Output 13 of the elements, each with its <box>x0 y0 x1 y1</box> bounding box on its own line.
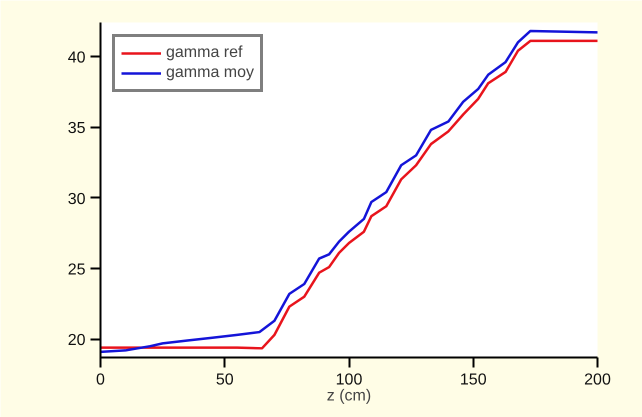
y-tick-label: 25 <box>68 261 86 278</box>
x-tick-label: 200 <box>584 372 611 388</box>
x-tick-label: 0 <box>96 372 106 388</box>
y-tick-label: 30 <box>68 190 86 208</box>
y-tick-label: 35 <box>68 120 86 138</box>
x-tick-label: 150 <box>460 372 487 388</box>
x-axis-title: z (cm) <box>326 388 372 404</box>
x-tick-label: 100 <box>336 372 362 388</box>
x-tick-label: 50 <box>216 372 234 388</box>
legend-label: gamma moy <box>166 64 254 82</box>
legend-label: gamma ref <box>166 44 242 62</box>
y-tick-label: 40 <box>68 49 86 66</box>
y-tick-label: 20 <box>68 332 86 350</box>
